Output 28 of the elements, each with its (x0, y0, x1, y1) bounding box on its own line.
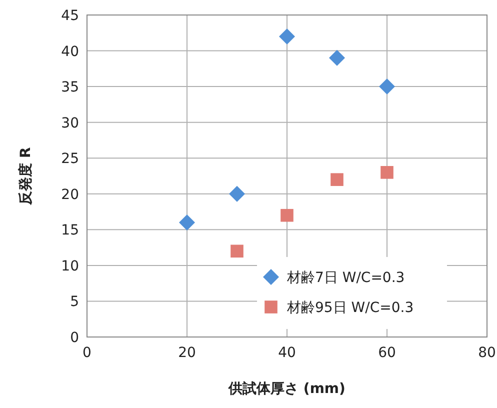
point (279, 28, 295, 44)
point (229, 186, 245, 202)
y-tick-label: 45 (61, 8, 79, 24)
x-tick-label: 0 (82, 345, 92, 361)
y-tick-label: 15 (61, 222, 79, 239)
y-tick-label: 0 (70, 330, 79, 346)
legend-label: 材齢95日 W/C=0.3 (286, 300, 414, 316)
x-tick-label: 60 (378, 345, 396, 361)
y-tick-label: 30 (61, 115, 79, 132)
point (280, 208, 294, 222)
point (380, 166, 394, 179)
y-tick-label: 25 (61, 151, 79, 168)
y-tick-label: 20 (61, 186, 79, 203)
point (379, 78, 395, 95)
x-axis-title: 供試体厚さ (mm) (228, 380, 346, 397)
y-axis-title: 反発度 R (17, 146, 34, 206)
point (329, 50, 345, 66)
y-tick-label: 40 (61, 44, 79, 60)
point (179, 214, 195, 231)
x-tick-label: 20 (178, 345, 196, 361)
legend-label: 材齢7日 W/C=0.3 (286, 270, 405, 286)
y-tick-label: 35 (61, 80, 79, 96)
y-tick-label: 5 (70, 294, 79, 310)
x-tick-label: 80 (478, 345, 496, 361)
x-tick-label: 40 (278, 345, 296, 361)
point (330, 173, 344, 186)
point (230, 244, 244, 258)
y-tick-label: 10 (61, 258, 79, 274)
